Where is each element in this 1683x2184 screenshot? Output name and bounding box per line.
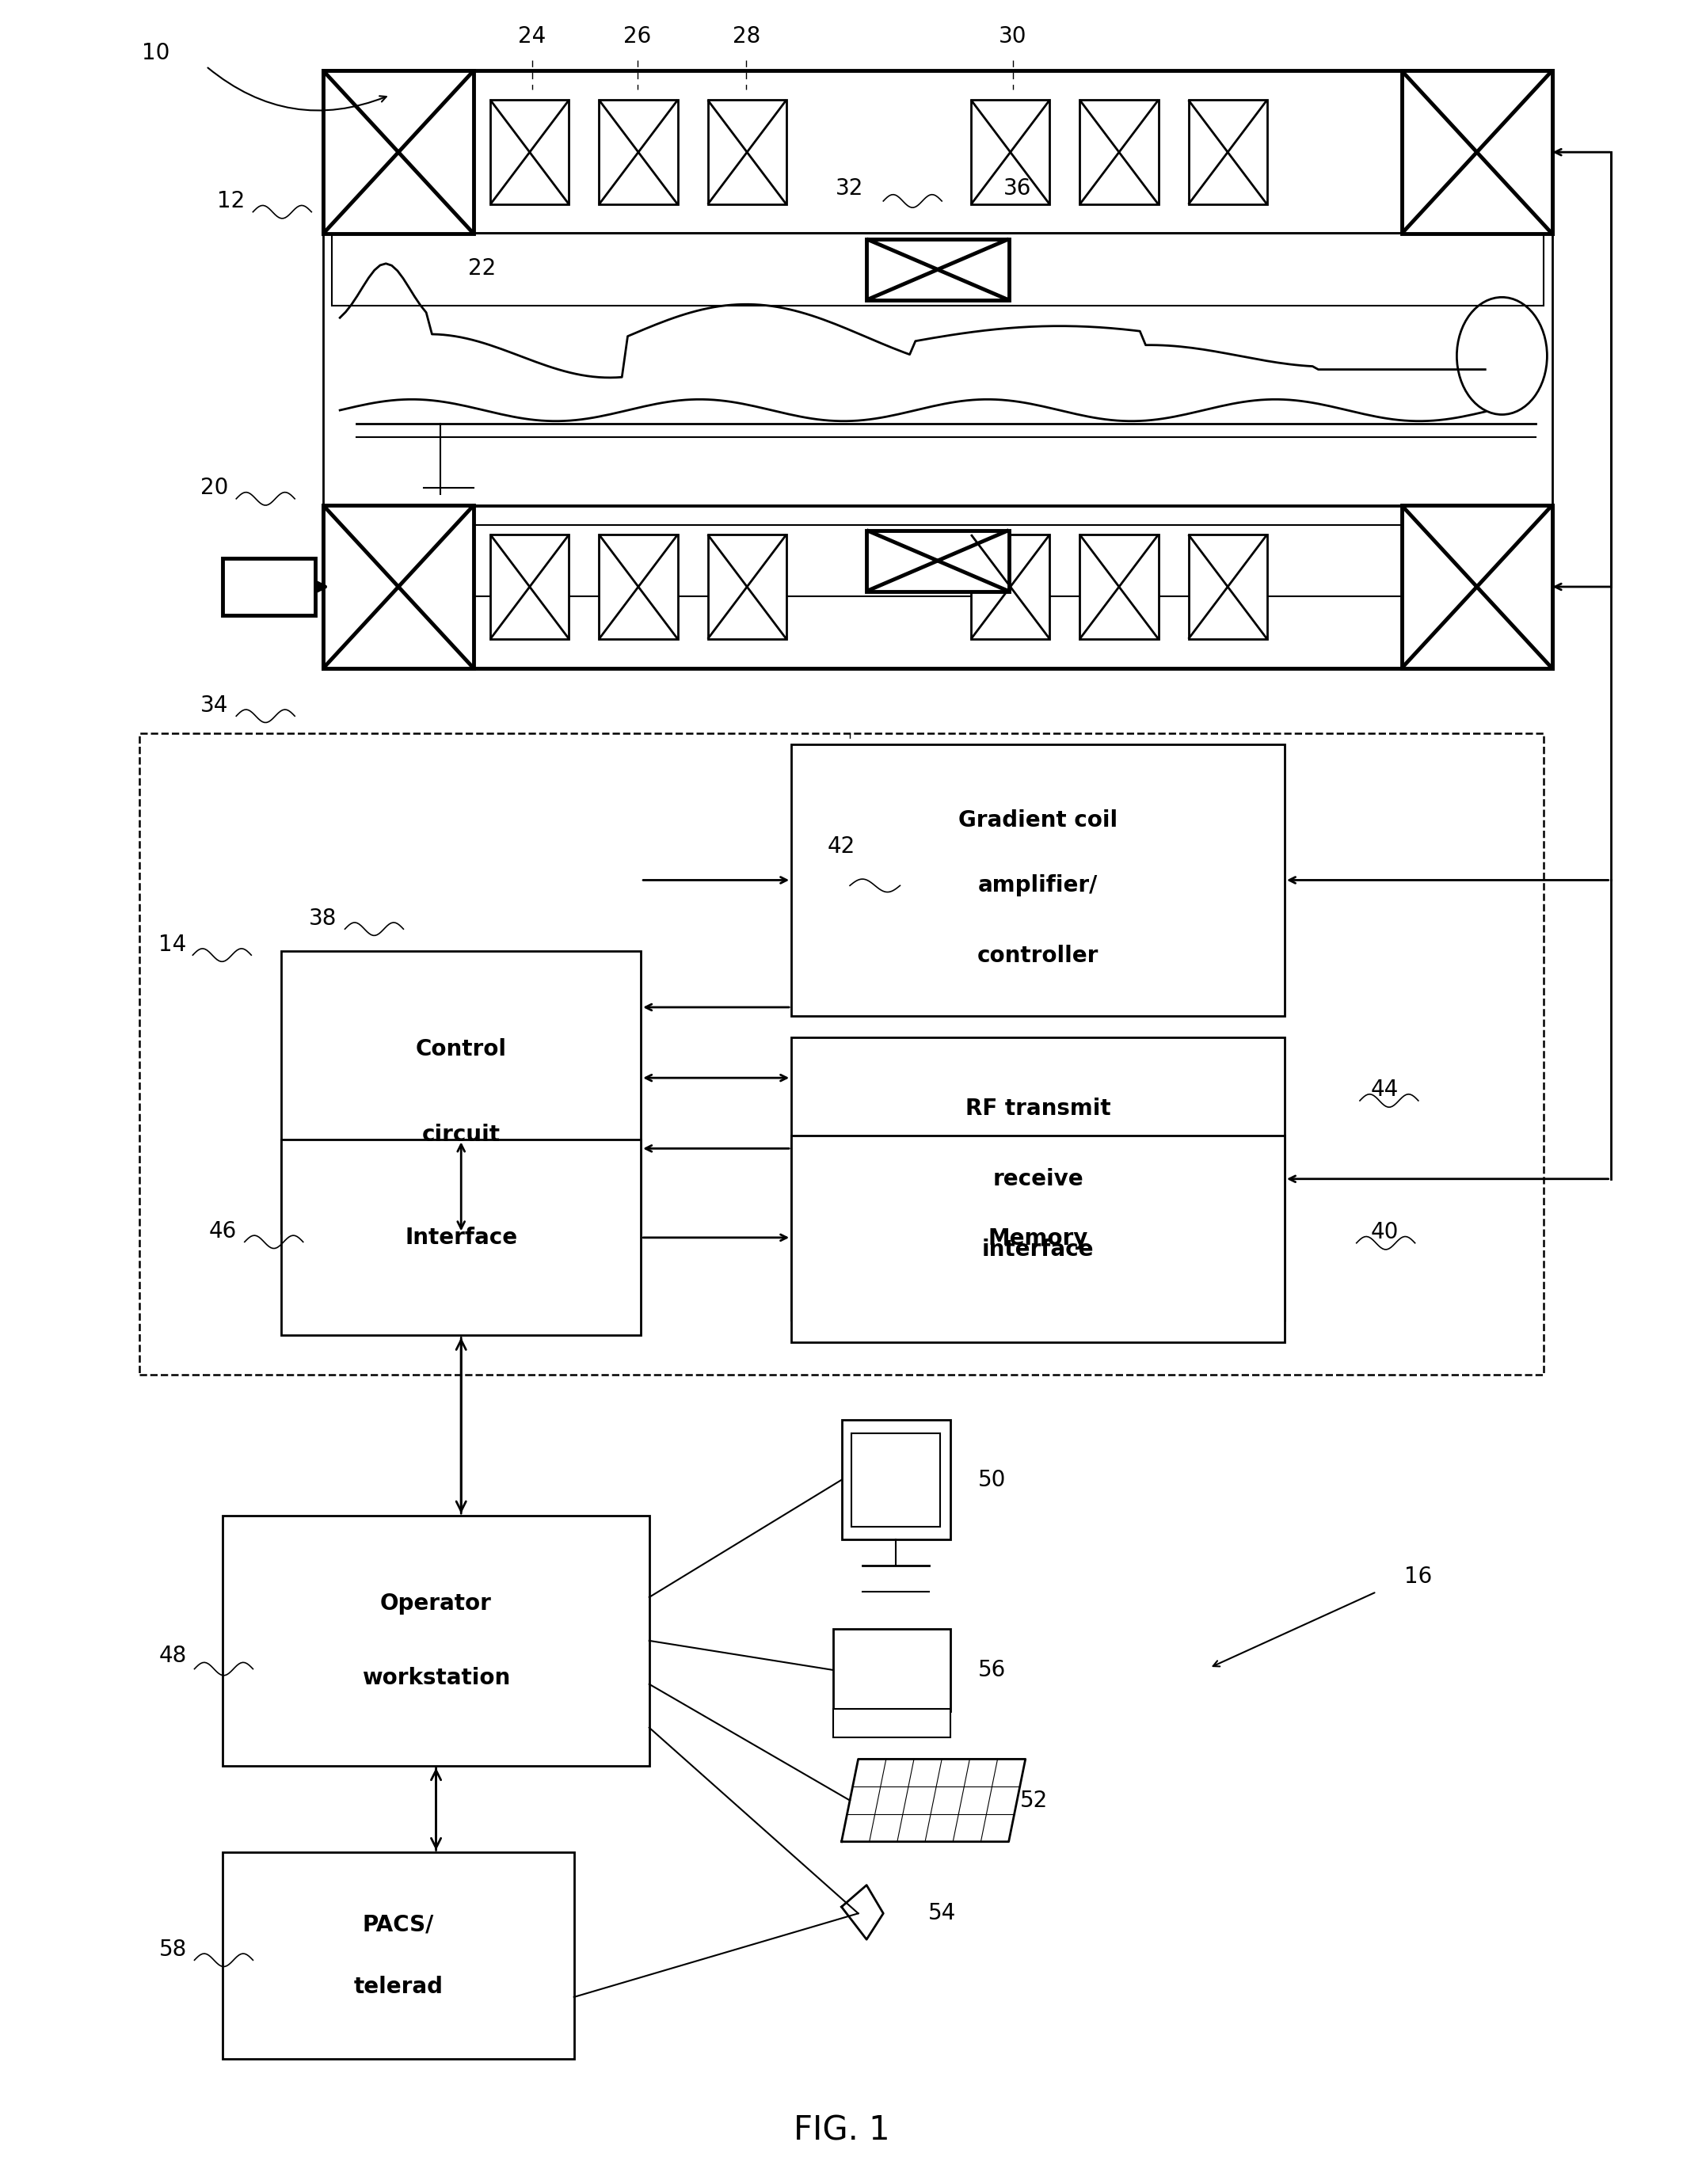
Text: RF transmit: RF transmit <box>966 1096 1111 1120</box>
Text: 58: 58 <box>158 1939 187 1961</box>
Text: 48: 48 <box>158 1645 187 1666</box>
Text: 50: 50 <box>978 1470 1006 1492</box>
Bar <box>323 70 1552 234</box>
Text: 14: 14 <box>158 933 187 957</box>
Text: Memory: Memory <box>988 1227 1087 1249</box>
Text: 30: 30 <box>998 24 1027 48</box>
Text: 32: 32 <box>836 177 863 199</box>
Text: 38: 38 <box>310 906 337 930</box>
Bar <box>1080 100 1158 205</box>
Bar <box>867 238 1008 299</box>
Bar <box>709 535 786 640</box>
Bar <box>971 100 1050 205</box>
Text: workstation: workstation <box>362 1666 510 1688</box>
Bar <box>1188 535 1267 640</box>
Bar <box>971 535 1050 640</box>
Bar <box>791 1136 1284 1341</box>
Bar <box>833 1710 951 1738</box>
Text: interface: interface <box>981 1238 1094 1260</box>
Text: 36: 36 <box>1003 177 1032 199</box>
Bar <box>833 1629 951 1712</box>
Bar <box>281 1140 641 1334</box>
Text: PACS/: PACS/ <box>362 1913 434 1935</box>
Bar <box>1188 100 1267 205</box>
Text: 42: 42 <box>828 836 855 858</box>
Bar <box>490 100 569 205</box>
Text: controller: controller <box>978 946 1099 968</box>
Bar <box>281 950 641 1234</box>
Bar <box>490 535 569 640</box>
Text: 12: 12 <box>217 190 246 212</box>
Bar <box>222 1516 650 1765</box>
Bar <box>1080 535 1158 640</box>
Bar <box>222 1852 574 2060</box>
Text: FIG. 1: FIG. 1 <box>793 2114 890 2147</box>
Bar <box>332 524 1543 596</box>
Text: Interface: Interface <box>406 1227 517 1249</box>
Bar <box>842 1420 951 1540</box>
Text: Control: Control <box>416 1040 507 1061</box>
Bar <box>867 531 1008 592</box>
Text: 20: 20 <box>200 476 229 500</box>
Text: 46: 46 <box>209 1221 237 1243</box>
Text: 44: 44 <box>1372 1079 1399 1101</box>
Text: 34: 34 <box>200 695 229 716</box>
Bar <box>599 535 678 640</box>
Bar <box>222 559 315 616</box>
Bar <box>791 1037 1284 1319</box>
Bar <box>323 234 1552 505</box>
Bar <box>709 100 786 205</box>
Bar <box>323 505 1552 668</box>
Bar <box>791 745 1284 1016</box>
Text: 24: 24 <box>518 24 547 48</box>
Text: 10: 10 <box>141 41 170 63</box>
Text: 26: 26 <box>624 24 651 48</box>
Text: 40: 40 <box>1372 1221 1399 1243</box>
Bar <box>1402 70 1552 234</box>
Bar <box>323 70 473 234</box>
Bar <box>323 505 473 668</box>
Text: amplifier/: amplifier/ <box>978 874 1097 898</box>
Text: telerad: telerad <box>353 1977 443 1998</box>
Text: receive: receive <box>993 1168 1084 1190</box>
Bar <box>332 234 1543 306</box>
Bar <box>599 100 678 205</box>
Text: Operator: Operator <box>380 1592 491 1614</box>
Text: 52: 52 <box>1020 1789 1049 1811</box>
Text: 56: 56 <box>978 1660 1006 1682</box>
Text: 54: 54 <box>927 1902 956 1924</box>
Bar <box>140 734 1543 1374</box>
Text: 28: 28 <box>732 24 761 48</box>
Polygon shape <box>842 1885 884 1939</box>
Bar <box>1402 505 1552 668</box>
Text: circuit: circuit <box>422 1123 500 1144</box>
Text: Gradient coil: Gradient coil <box>958 810 1118 832</box>
Bar <box>852 1433 941 1527</box>
Text: 22: 22 <box>468 258 496 280</box>
Text: 16: 16 <box>1404 1566 1432 1588</box>
